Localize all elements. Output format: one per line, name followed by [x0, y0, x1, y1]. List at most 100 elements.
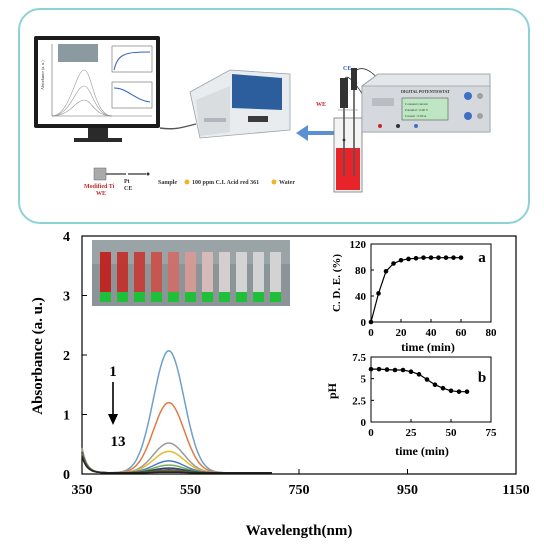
main-x-label: Wavelength(nm)	[246, 523, 353, 539]
inset-a-x-tick-label: 20	[396, 327, 408, 339]
modified-ti-electrode-icon	[93, 167, 126, 181]
inset-b-point	[432, 382, 438, 388]
potentiostat-screen-line-3: Current : 0.00 A	[405, 114, 427, 118]
sample-dye-icon	[184, 179, 190, 185]
pt-ce-label: CE	[124, 186, 132, 192]
water-icon	[271, 179, 277, 185]
inset-a-point	[406, 256, 411, 262]
vial-2	[117, 252, 128, 298]
digital-potentiostat	[361, 73, 491, 133]
inset-b-point	[416, 372, 422, 377]
vial-10	[253, 252, 264, 298]
main-y-tick-label: 4	[63, 230, 70, 245]
inset-b-point	[408, 369, 414, 375]
spectra-curves	[81, 350, 272, 474]
main-x-tick-label: 550	[180, 483, 201, 498]
inset-a-y-tick-label: 80	[355, 265, 367, 277]
main-y-tick-label: 3	[63, 290, 70, 305]
vial-base-4	[151, 292, 162, 302]
vial-base-7	[202, 292, 213, 302]
inset-b-x-tick-label: 25	[406, 427, 418, 439]
vial-4	[151, 252, 162, 298]
inset-b-point	[368, 366, 374, 372]
vial-3	[134, 252, 145, 298]
inset-a-label: a	[478, 250, 486, 266]
water-label: Water	[279, 180, 295, 186]
inset-b-point	[400, 367, 406, 373]
inset-a-point	[428, 255, 434, 260]
vial-7	[202, 252, 213, 298]
spectrum-curve-13	[81, 456, 272, 474]
inset-b-x-tick-label: 0	[368, 427, 374, 439]
vial-base-9	[236, 292, 247, 302]
inset-b-point	[424, 377, 430, 382]
vial-8	[219, 252, 230, 298]
inset-a-point	[376, 291, 381, 296]
we-electrode-label: WE	[316, 102, 326, 108]
vial-base-1	[100, 292, 111, 302]
inset-a-x-tick-label: 80	[486, 327, 498, 339]
inset-a-x-label: time (min)	[401, 340, 455, 354]
inset-b-x-tick-label: 50	[446, 427, 458, 439]
inset-b-point	[440, 385, 446, 391]
vials-photo	[92, 240, 290, 306]
inset-a-point	[451, 255, 456, 260]
inset-a-x-tick-label: 40	[426, 327, 438, 339]
vial-1	[100, 252, 111, 298]
sample-label: Sample	[158, 180, 177, 186]
annotation-arrowhead	[108, 414, 118, 425]
annotation-end: 13	[111, 434, 126, 450]
vial-base-6	[185, 292, 196, 302]
inset-a-line	[370, 257, 461, 323]
inset-a-x-tick-label: 0	[368, 327, 374, 339]
inset-a-point	[383, 269, 389, 274]
electrochemical-cell	[333, 68, 363, 193]
inset-a-y-tick-label: 40	[355, 291, 367, 303]
computer-monitor	[34, 36, 160, 142]
inset-a-point	[413, 256, 419, 261]
inset-a-y-tick-label: 0	[361, 317, 367, 329]
vial-9	[236, 252, 247, 298]
inset-b-point	[376, 366, 382, 372]
main-y-tick-label: 1	[63, 409, 70, 424]
flow-arrow	[296, 125, 336, 141]
inset-b: 0 2.5 5 7.5 0 25 50 75 b pH time (min)	[325, 352, 497, 458]
inset-b-y-tick-label: 2.5	[352, 395, 366, 407]
inset-b-x-label: time (min)	[395, 444, 449, 458]
inset-a-point	[421, 255, 426, 260]
vial-base-2	[117, 292, 128, 302]
main-x-tick-label: 1150	[502, 483, 529, 498]
pt-electrode-icon	[128, 172, 150, 176]
pt-label: Pt	[124, 179, 130, 185]
main-y-tick-label: 2	[63, 349, 70, 364]
inset-a-y-tick-label: 120	[350, 239, 367, 251]
potentiostat-screen-line-2: Potential : 0.00 V	[405, 108, 429, 112]
mini-chart-ylabel: Absorbance (a. u.)	[40, 60, 45, 90]
potentiostat-screen-line-1: Constant Current	[405, 102, 428, 106]
inset-a-y-label: C. D. E. (%)	[331, 254, 343, 312]
inset-b-y-tick-label: 0	[361, 417, 367, 429]
vial-6	[185, 252, 196, 298]
main-x-tick-label: 750	[289, 483, 310, 498]
usb-cable	[159, 123, 197, 130]
inset-a-point	[458, 255, 464, 260]
main-x-axis: 350 550 750 950 1150	[72, 469, 530, 498]
vial-base-10	[253, 292, 264, 302]
inset-b-y-tick-label: 7.5	[352, 352, 366, 364]
inset-b-x-tick-label: 75	[486, 427, 498, 439]
inset-a-point	[436, 255, 441, 260]
inset-b-label: b	[478, 370, 486, 386]
main-y-label: Absorbance (a. u.)	[30, 297, 46, 415]
vial-5	[168, 252, 179, 298]
vial-base-3	[134, 292, 145, 302]
inset-b-point	[384, 367, 390, 372]
potentiostat-title: DIGITAL POTENTIOSTAT	[401, 89, 450, 94]
inset-b-point	[448, 388, 454, 394]
main-y-tick-label: 0	[63, 468, 70, 483]
inset-a-point	[368, 319, 374, 325]
vial-base-11	[270, 292, 281, 302]
uv-vis-spectrophotometer	[189, 69, 291, 139]
inset-a-point	[443, 255, 449, 260]
main-x-tick-label: 350	[72, 483, 93, 498]
